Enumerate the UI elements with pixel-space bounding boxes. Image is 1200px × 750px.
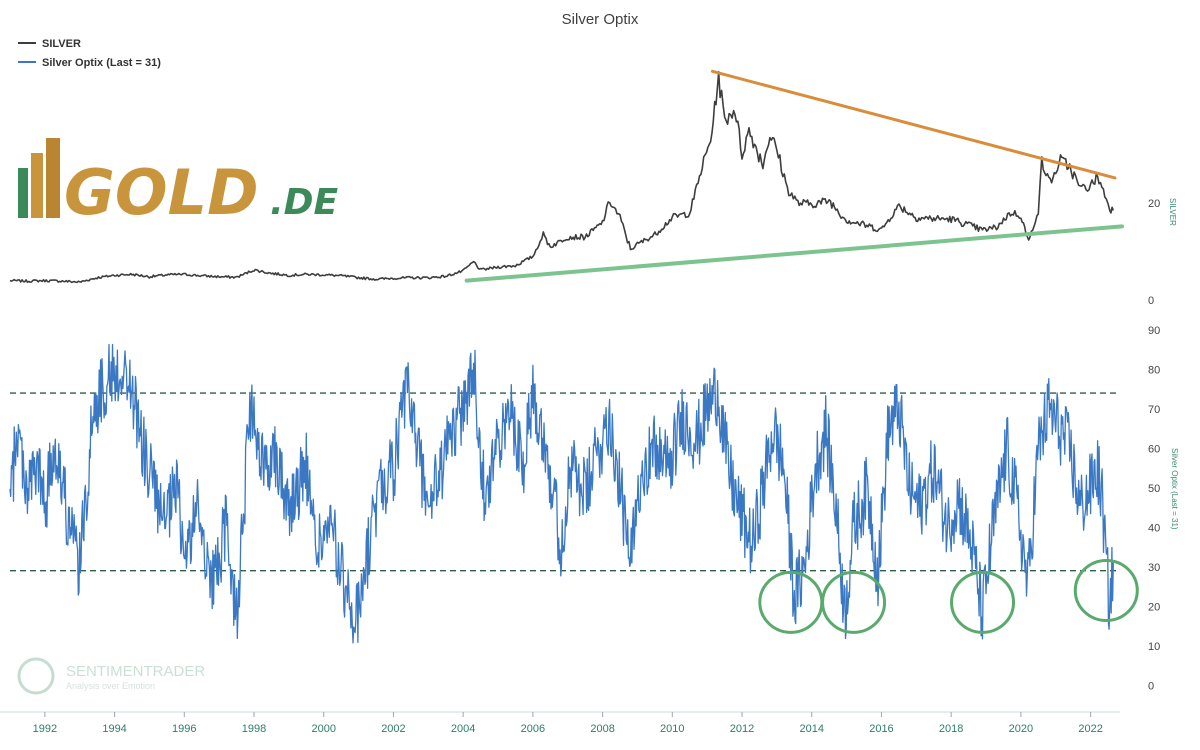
logo-bar-green [18,168,28,218]
silver-series-line [9,71,1115,284]
plot-layer: 0 20 SILVER 0 10 20 30 40 50 60 70 80 90 Silver Optix… [0,69,1179,735]
x-tick-label: 1992 [33,723,57,735]
highlight-circle [1073,558,1139,622]
optix-y-tick: 20 [1148,601,1160,613]
optix-y-tick: 80 [1148,364,1160,376]
x-tick-label: 2014 [799,723,823,735]
x-tick-label: 2006 [521,723,545,735]
highlight-circle [821,570,887,634]
optix-y-tick: 90 [1148,325,1160,337]
silver-y-tick: 0 [1148,295,1154,307]
chart-title: Silver Optix [562,11,639,28]
optix-y-tick: 10 [1148,641,1160,653]
optix-y-tick: 0 [1148,680,1154,692]
legend-label-silver: SILVER [42,38,81,50]
optix-y-tick: 50 [1148,483,1160,495]
optix-y-tick: 40 [1148,522,1160,534]
watermark-tagline: Analysis over Emotion [66,681,155,691]
x-tick-label: 2002 [381,723,405,735]
x-tick-label: 1994 [102,723,126,735]
x-tick-label: 2012 [730,723,754,735]
sentimentrader-watermark: SENTIMENTRADER Analysis over Emotion [17,657,205,695]
support-trendline [464,224,1124,283]
x-tick-label: 1996 [172,723,196,735]
logo-bar-gold-tall [46,138,60,218]
logo-word: GOLD [64,156,259,229]
optix-axis-title: Silver Optix (Last = 31) [1170,448,1179,530]
gold-de-logo: GOLD .DE [18,138,339,229]
silver-axis-title: SILVER [1168,198,1177,226]
logo-suffix: .DE [270,182,339,223]
highlight-circle [950,570,1016,634]
resistance-trendline [710,69,1117,180]
x-tick-label: 2010 [660,723,684,735]
optix-y-tick: 60 [1148,443,1160,455]
x-tick-label: 2016 [869,723,893,735]
legend: SILVER Silver Optix (Last = 31) [18,38,161,69]
highlight-circle [758,570,824,634]
x-tick-label: 1998 [242,723,266,735]
watermark-icon [17,657,55,695]
x-tick-label: 2000 [311,723,335,735]
x-tick-label: 2008 [590,723,614,735]
optix-y-tick: 70 [1148,404,1160,416]
x-tick-label: 2022 [1078,723,1102,735]
silver-y-tick: 20 [1148,198,1160,210]
x-tick-label: 2018 [939,723,963,735]
optix-y-tick: 30 [1148,562,1160,574]
watermark-name: SENTIMENTRADER [66,663,205,680]
legend-label-optix: Silver Optix (Last = 31) [42,57,161,69]
x-tick-label: 2004 [451,723,475,735]
optix-series-line [9,343,1114,644]
x-tick-label: 2020 [1009,723,1033,735]
logo-bar-gold [31,153,43,218]
